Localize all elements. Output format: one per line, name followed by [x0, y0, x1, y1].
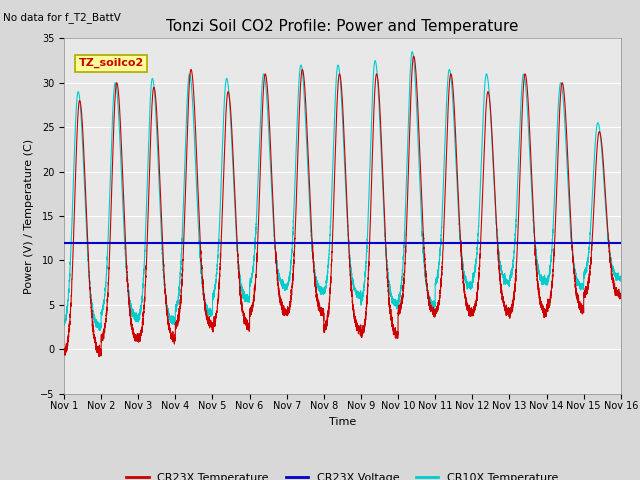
Legend: CR23X Temperature, CR23X Voltage, CR10X Temperature: CR23X Temperature, CR23X Voltage, CR10X … [122, 468, 563, 480]
Title: Tonzi Soil CO2 Profile: Power and Temperature: Tonzi Soil CO2 Profile: Power and Temper… [166, 20, 518, 35]
X-axis label: Time: Time [329, 417, 356, 427]
Y-axis label: Power (V) / Temperature (C): Power (V) / Temperature (C) [24, 138, 35, 294]
Text: TZ_soilco2: TZ_soilco2 [79, 58, 144, 68]
Text: No data for f_T2_BattV: No data for f_T2_BattV [3, 12, 121, 23]
